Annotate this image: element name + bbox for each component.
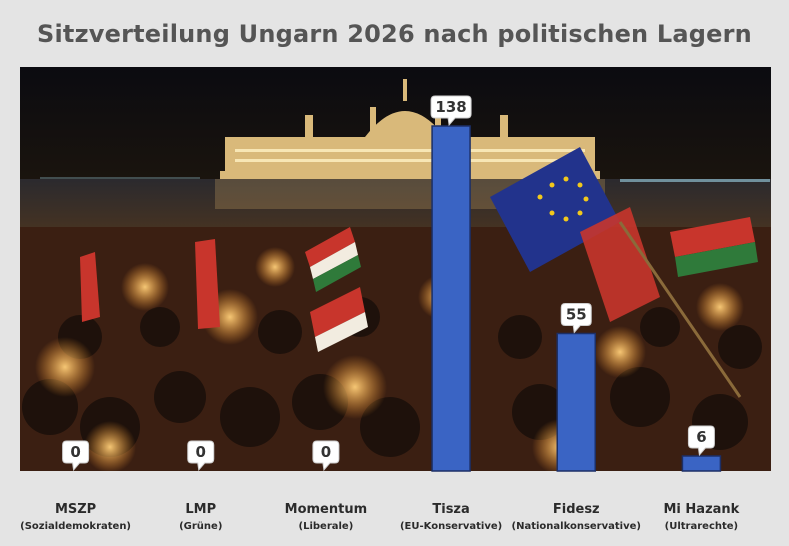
value-callout xyxy=(430,95,472,127)
value-callout xyxy=(312,440,340,472)
category-label-momentum: Momentum (Liberale) xyxy=(256,502,396,534)
category-label-tisza: Tisza (EU-Konservative) xyxy=(381,502,521,534)
data-label: 6 xyxy=(696,428,706,446)
value-callout xyxy=(687,425,715,457)
tick-label: Mi Hazank xyxy=(663,502,740,517)
bar-mi-hazank xyxy=(681,455,722,472)
value-callout xyxy=(560,303,592,334)
category-label-fidesz: Fidesz (Nationalkonservative) xyxy=(506,502,646,534)
tick-label: LMP xyxy=(185,502,217,517)
tick-label: Tisza xyxy=(432,502,470,517)
bar-tisza xyxy=(431,125,471,472)
background-photo xyxy=(20,67,771,471)
tick-label: Momentum xyxy=(284,502,368,517)
tick-sublabel: (Ultrarechte) xyxy=(664,521,739,532)
value-callout xyxy=(187,440,215,472)
category-label-mszp: MSZP (Sozialdemokraten) xyxy=(6,502,146,534)
category-label-lmp: LMP (Grüne) xyxy=(131,502,271,534)
chart-title: Sitzverteilung Ungarn 2026 nach politisc… xyxy=(37,20,752,48)
bar-fidesz xyxy=(556,332,596,472)
tick-sublabel: (Nationalkonservative) xyxy=(511,521,641,532)
data-label: 138 xyxy=(435,98,466,116)
tick-sublabel: (Liberale) xyxy=(298,521,354,532)
data-label: 55 xyxy=(566,306,587,324)
tick-label: Fidesz xyxy=(552,502,600,517)
data-label: 0 xyxy=(70,443,80,461)
category-label-mi-hazank: Mi Hazank (Ultrarechte) xyxy=(631,502,771,534)
tick-sublabel: (EU-Konservative) xyxy=(399,521,503,532)
tick-sublabel: (Grüne) xyxy=(179,521,223,532)
tick-label: MSZP xyxy=(54,502,97,517)
value-callout xyxy=(62,440,90,472)
tick-sublabel: (Sozialdemokraten) xyxy=(20,521,132,532)
data-label: 0 xyxy=(196,443,206,461)
data-label: 0 xyxy=(321,443,331,461)
